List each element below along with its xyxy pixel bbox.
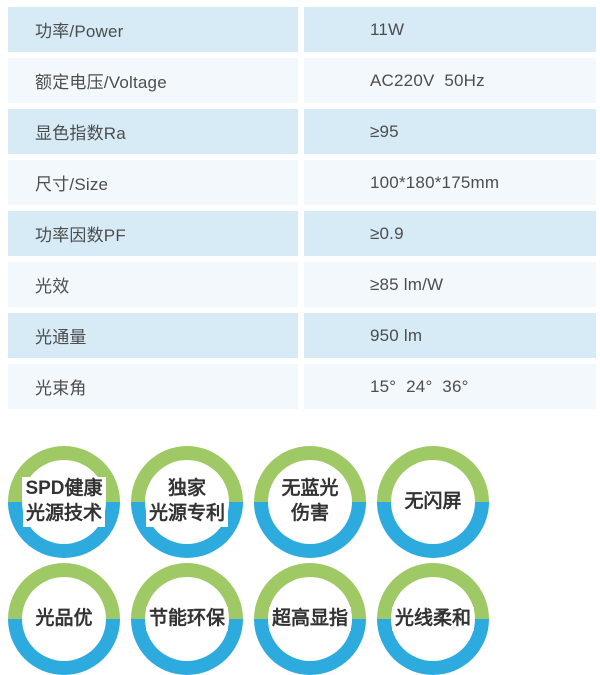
feature-badge-soft-light: 光线柔和 <box>377 563 489 675</box>
feature-badges: SPD健康 光源技术 独家 光源专利 无蓝光 伤害 无闪屏 光品优 <box>8 446 508 675</box>
table-row: 额定电压/Voltage AC220V 50Hz <box>8 58 596 103</box>
badge-label: 无闪屏 <box>401 489 465 515</box>
spec-label-cell: 光通量 <box>8 313 298 358</box>
badge-ring-center: 超高显指 <box>268 577 352 661</box>
spec-label-cell: 显色指数Ra <box>8 109 298 154</box>
feature-badge-energy-saving: 节能环保 <box>131 563 243 675</box>
table-row: 光通量 950 lm <box>8 313 596 358</box>
spec-value-cell: AC220V 50Hz <box>304 58 596 103</box>
badge-ring-center: 无蓝光 伤害 <box>268 460 352 544</box>
spec-label-cell: 光效 <box>8 262 298 307</box>
table-row: 光束角 15° 24° 36° <box>8 364 596 409</box>
table-row: 功率/Power 11W <box>8 7 596 52</box>
badge-label: 节能环保 <box>145 606 228 632</box>
badge-label: 光源专利 <box>145 502 228 527</box>
spec-value-cell: 11W <box>304 7 596 52</box>
spec-label-cell: 功率因数PF <box>8 211 298 256</box>
badge-label: 超高显指 <box>268 606 351 632</box>
table-row: 显色指数Ra ≥95 <box>8 109 596 154</box>
badge-label: 光源技术 <box>22 502 105 527</box>
spec-value-cell: 950 lm <box>304 313 596 358</box>
spec-value-cell: 15° 24° 36° <box>304 364 596 409</box>
table-row: 光效 ≥85 lm/W <box>8 262 596 307</box>
spec-value-cell: ≥95 <box>304 109 596 154</box>
badge-ring-center: 无闪屏 <box>391 460 475 544</box>
spec-value-cell: ≥0.9 <box>304 211 596 256</box>
spec-label-cell: 光束角 <box>8 364 298 409</box>
feature-badge-no-blue-light: 无蓝光 伤害 <box>254 446 366 558</box>
badge-label: 光品优 <box>32 606 96 632</box>
spec-table: 功率/Power 11W 额定电压/Voltage AC220V 50Hz 显色… <box>8 7 596 415</box>
spec-label-cell: 功率/Power <box>8 7 298 52</box>
badge-label: SPD健康 <box>22 477 106 502</box>
table-row: 尺寸/Size 100*180*175mm <box>8 160 596 205</box>
badge-ring-center: 光品优 <box>22 577 106 661</box>
badge-label: 光线柔和 <box>391 606 474 632</box>
feature-badge-exclusive-patent: 独家 光源专利 <box>131 446 243 558</box>
table-row: 功率因数PF ≥0.9 <box>8 211 596 256</box>
badge-ring-center: SPD健康 光源技术 <box>22 460 106 544</box>
badge-label: 独家 <box>164 477 209 502</box>
badge-label: 无蓝光 <box>278 477 342 502</box>
feature-badge-high-cri: 超高显指 <box>254 563 366 675</box>
spec-label-cell: 尺寸/Size <box>8 160 298 205</box>
spec-value-cell: 100*180*175mm <box>304 160 596 205</box>
badge-ring-center: 独家 光源专利 <box>145 460 229 544</box>
badge-ring-center: 光线柔和 <box>391 577 475 661</box>
spec-label-cell: 额定电压/Voltage <box>8 58 298 103</box>
badge-ring-center: 节能环保 <box>145 577 229 661</box>
feature-badge-spd-health: SPD健康 光源技术 <box>8 446 120 558</box>
badge-label: 伤害 <box>287 502 332 527</box>
spec-value-cell: ≥85 lm/W <box>304 262 596 307</box>
feature-badge-light-quality: 光品优 <box>8 563 120 675</box>
feature-badge-no-flicker: 无闪屏 <box>377 446 489 558</box>
